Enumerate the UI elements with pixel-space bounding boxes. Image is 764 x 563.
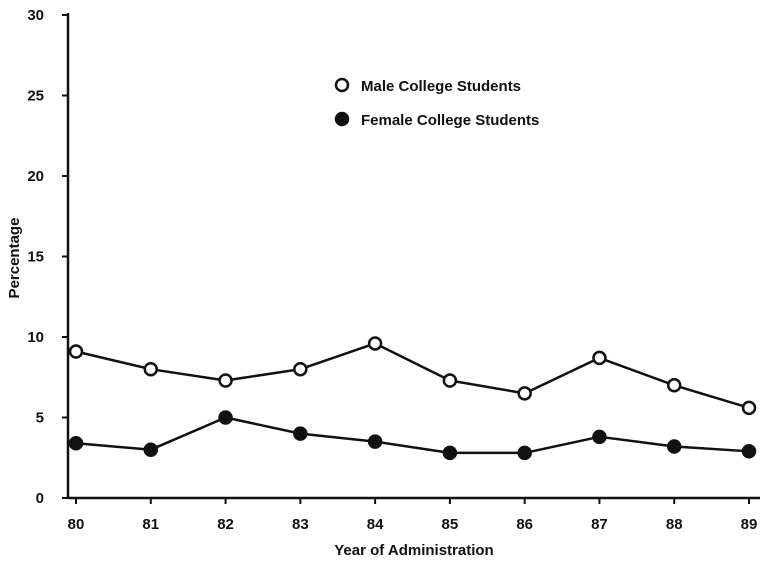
y-tick-label: 5 [36,410,44,427]
series-group [68,336,757,461]
legend-label-female: Female College Students [361,112,539,129]
legend-marker-male [334,77,350,93]
x-axis-ticks: 80 81 82 83 84 85 86 87 88 89 [68,498,758,533]
x-tick-label: 88 [666,516,683,533]
data-point [143,361,159,377]
data-point [741,400,757,416]
x-tick-label: 82 [217,516,234,533]
data-point [367,434,383,449]
y-tick-label: 15 [27,249,44,266]
x-tick-label: 86 [516,516,533,533]
data-point [741,444,757,459]
y-tick-label: 25 [27,88,44,105]
legend-item-female: Female College Students [334,111,539,129]
series-male [68,336,757,416]
data-point [293,361,308,377]
data-point [218,373,233,388]
x-tick-label: 85 [442,516,459,533]
y-axis-title: Percentage [6,218,23,299]
data-point [592,429,607,445]
data-point [517,386,532,401]
data-point [442,445,458,461]
x-axis-title: Year of Administration [334,542,493,559]
x-tick-label: 81 [142,516,159,533]
data-point [367,336,383,351]
data-point [68,344,84,359]
x-tick-label: 89 [741,516,758,533]
y-axis-ticks: 0 5 10 15 20 25 30 [27,7,68,507]
data-point [68,436,84,451]
x-tick-label: 80 [68,516,85,533]
x-tick-label: 87 [591,516,608,533]
series-line [75,416,750,455]
legend-item-male: Male College Students [334,77,521,95]
data-point [218,410,233,425]
y-tick-label: 10 [27,329,44,346]
data-point [666,439,682,454]
series-female [68,410,757,461]
y-tick-label: 0 [36,490,44,507]
data-point [442,373,458,388]
x-tick-label: 83 [292,516,309,533]
legend-marker-female [334,111,350,127]
x-tick-label: 84 [367,516,384,533]
data-point [293,426,308,441]
data-point [517,445,532,461]
data-point [143,442,159,457]
data-point [666,378,682,393]
data-point [592,350,607,366]
y-tick-label: 30 [27,7,44,24]
legend: Male College Students Female College Stu… [334,77,539,129]
legend-label-male: Male College Students [361,78,521,95]
y-tick-label: 20 [27,168,44,185]
series-line [75,342,750,410]
